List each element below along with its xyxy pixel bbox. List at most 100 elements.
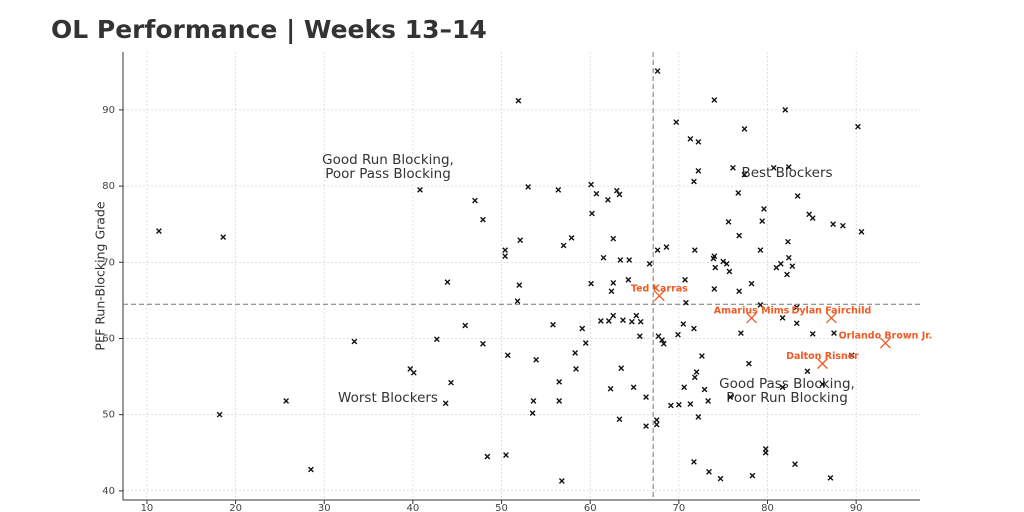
point <box>417 187 423 193</box>
point <box>448 379 454 386</box>
point <box>351 338 358 345</box>
y-tick-label: 90 <box>102 105 115 116</box>
point <box>789 263 796 269</box>
highlight-point <box>817 358 828 370</box>
point <box>433 336 440 343</box>
point <box>156 228 162 234</box>
point <box>687 135 694 142</box>
point <box>550 321 556 328</box>
point <box>579 325 586 332</box>
point <box>462 322 469 329</box>
point <box>855 123 861 130</box>
point <box>779 384 786 391</box>
point <box>779 315 786 321</box>
point <box>675 401 682 408</box>
y-tick-label: 80 <box>102 181 115 192</box>
point <box>784 271 790 278</box>
highlight-point <box>746 312 758 324</box>
point <box>555 187 562 193</box>
point <box>637 318 644 325</box>
point <box>759 218 766 225</box>
point <box>633 312 640 319</box>
y-tick-label: 50 <box>102 410 115 421</box>
point <box>785 254 792 261</box>
point <box>515 97 522 104</box>
point <box>793 320 800 327</box>
point <box>643 423 649 429</box>
point <box>530 398 537 404</box>
point <box>444 279 451 285</box>
point <box>480 216 486 223</box>
point <box>502 253 508 260</box>
point <box>653 417 660 423</box>
point <box>711 286 718 292</box>
quadrant-label: Worst Blockers <box>338 390 438 406</box>
quadrant-label: Good Run Blocking, <box>322 152 454 168</box>
point <box>682 276 688 283</box>
point <box>502 247 508 253</box>
point <box>830 221 837 228</box>
highlight-label: Ted Karras <box>631 283 688 294</box>
point <box>216 411 223 418</box>
point <box>761 206 767 212</box>
point <box>691 325 697 332</box>
point <box>701 386 708 393</box>
point <box>283 398 290 404</box>
point <box>711 97 718 103</box>
point <box>616 191 623 198</box>
point <box>572 350 579 356</box>
point <box>770 164 777 171</box>
point <box>736 232 743 239</box>
point <box>741 126 748 132</box>
y-axis-label: PFF Run-Blocking Grade <box>93 201 108 350</box>
point <box>782 107 789 113</box>
x-tick-label: 20 <box>229 503 242 512</box>
x-tick-label: 50 <box>495 503 508 512</box>
y-tick-label: 60 <box>102 333 115 344</box>
point <box>643 394 649 401</box>
point <box>738 330 744 337</box>
point <box>630 384 637 391</box>
point <box>741 171 748 178</box>
point <box>804 368 811 375</box>
point <box>654 68 661 74</box>
point <box>819 381 826 388</box>
point <box>556 398 563 404</box>
point <box>695 139 702 145</box>
point <box>610 312 617 319</box>
point <box>691 247 698 253</box>
x-tick-label: 40 <box>407 503 420 512</box>
point <box>503 452 509 458</box>
point <box>605 196 611 203</box>
point <box>442 400 449 407</box>
x-tick-label: 80 <box>761 503 774 512</box>
point <box>517 237 524 244</box>
highlight-label: Amarius Mims <box>714 305 790 316</box>
quadrant-label: Poor Run Blocking <box>726 390 848 406</box>
x-tick-label: 90 <box>850 503 863 512</box>
point <box>600 254 607 261</box>
point <box>480 340 486 347</box>
point <box>736 288 743 295</box>
point <box>735 190 742 196</box>
point <box>589 210 595 217</box>
point <box>533 356 540 363</box>
point <box>484 453 491 460</box>
highlight-point <box>825 312 837 324</box>
highlight-label: Dalton Risner <box>786 351 859 362</box>
point <box>653 421 660 428</box>
point <box>809 331 816 337</box>
point <box>605 318 612 324</box>
point <box>626 257 633 263</box>
point <box>663 244 670 250</box>
point <box>695 167 702 174</box>
point <box>588 280 594 287</box>
point <box>680 321 687 327</box>
point <box>746 360 752 367</box>
point <box>646 260 653 267</box>
chart-title: OL Performance | Weeks 13–14 <box>51 15 487 44</box>
point <box>726 268 733 275</box>
point <box>560 242 567 249</box>
point <box>558 478 565 484</box>
